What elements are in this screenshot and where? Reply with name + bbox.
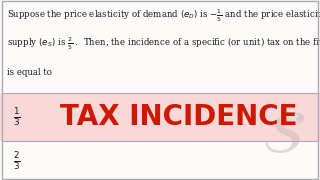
Text: TAX INCIDENCE: TAX INCIDENCE [60,103,298,131]
Text: $\mathcal{S}$: $\mathcal{S}$ [262,107,305,166]
Text: $\frac{1}{3}$: $\frac{1}{3}$ [13,106,20,128]
Text: $\frac{2}{3}$: $\frac{2}{3}$ [13,150,20,172]
Text: supply $(e_S)$ is $\frac{2}{5}$ .  Then, the incidence of a specific (or unit) t: supply $(e_S)$ is $\frac{2}{5}$ . Then, … [7,36,320,53]
Bar [0,93,320,141]
Text: Suppose the price elasticity of demand $(e_D)$ is $-\frac{1}{5}$ and the price e: Suppose the price elasticity of demand $… [7,7,320,24]
Bar [0,0,320,93]
Text: is equal to: is equal to [7,68,52,77]
Bar [0,141,320,180]
